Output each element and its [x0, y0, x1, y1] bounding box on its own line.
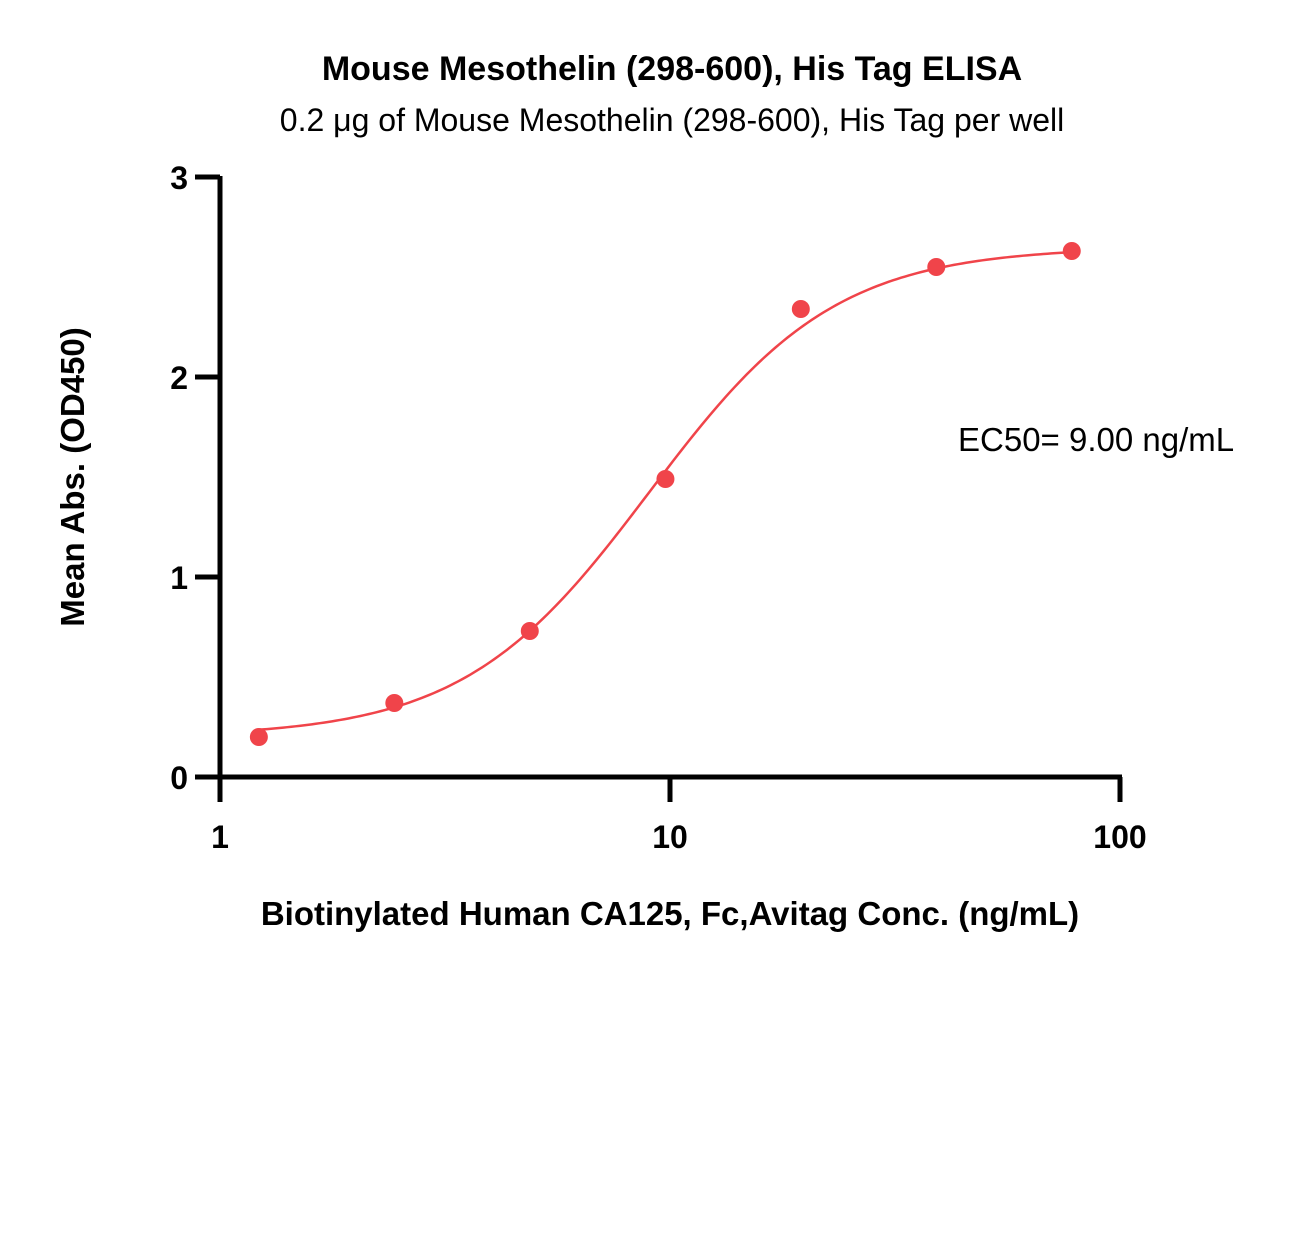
data-point — [1062, 242, 1081, 260]
y-axis-label: Mean Abs. (OD450) — [54, 327, 91, 627]
axes — [195, 176, 1122, 780]
y-ticks: 0 1 2 3 — [170, 160, 220, 796]
chart-title: Mouse Mesothelin (298-600), His Tag ELIS… — [322, 50, 1022, 88]
x-tick-label: 1 — [211, 819, 229, 855]
data-point — [385, 694, 404, 712]
y-tick-label: 3 — [170, 160, 188, 196]
data-point — [520, 622, 539, 640]
chart-subtitle: 0.2 μg of Mouse Mesothelin (298-600), Hi… — [280, 102, 1064, 138]
x-ticks: 1 10 100 — [211, 777, 1147, 855]
data-points — [249, 242, 1081, 746]
data-point — [791, 300, 810, 318]
x-tick-label: 10 — [652, 819, 688, 855]
x-axis-label: Biotinylated Human CA125, Fc,Avitag Conc… — [261, 895, 1079, 932]
ec50-annotation: EC50= 9.00 ng/mL — [958, 421, 1234, 458]
y-tick-label: 1 — [170, 560, 188, 596]
y-tick-label: 2 — [170, 360, 188, 396]
x-tick-label: 100 — [1093, 819, 1146, 855]
data-point — [249, 728, 268, 746]
data-point — [656, 470, 675, 488]
y-tick-label: 0 — [170, 760, 188, 796]
fit-curve — [258, 250, 1072, 731]
data-point — [927, 258, 946, 276]
